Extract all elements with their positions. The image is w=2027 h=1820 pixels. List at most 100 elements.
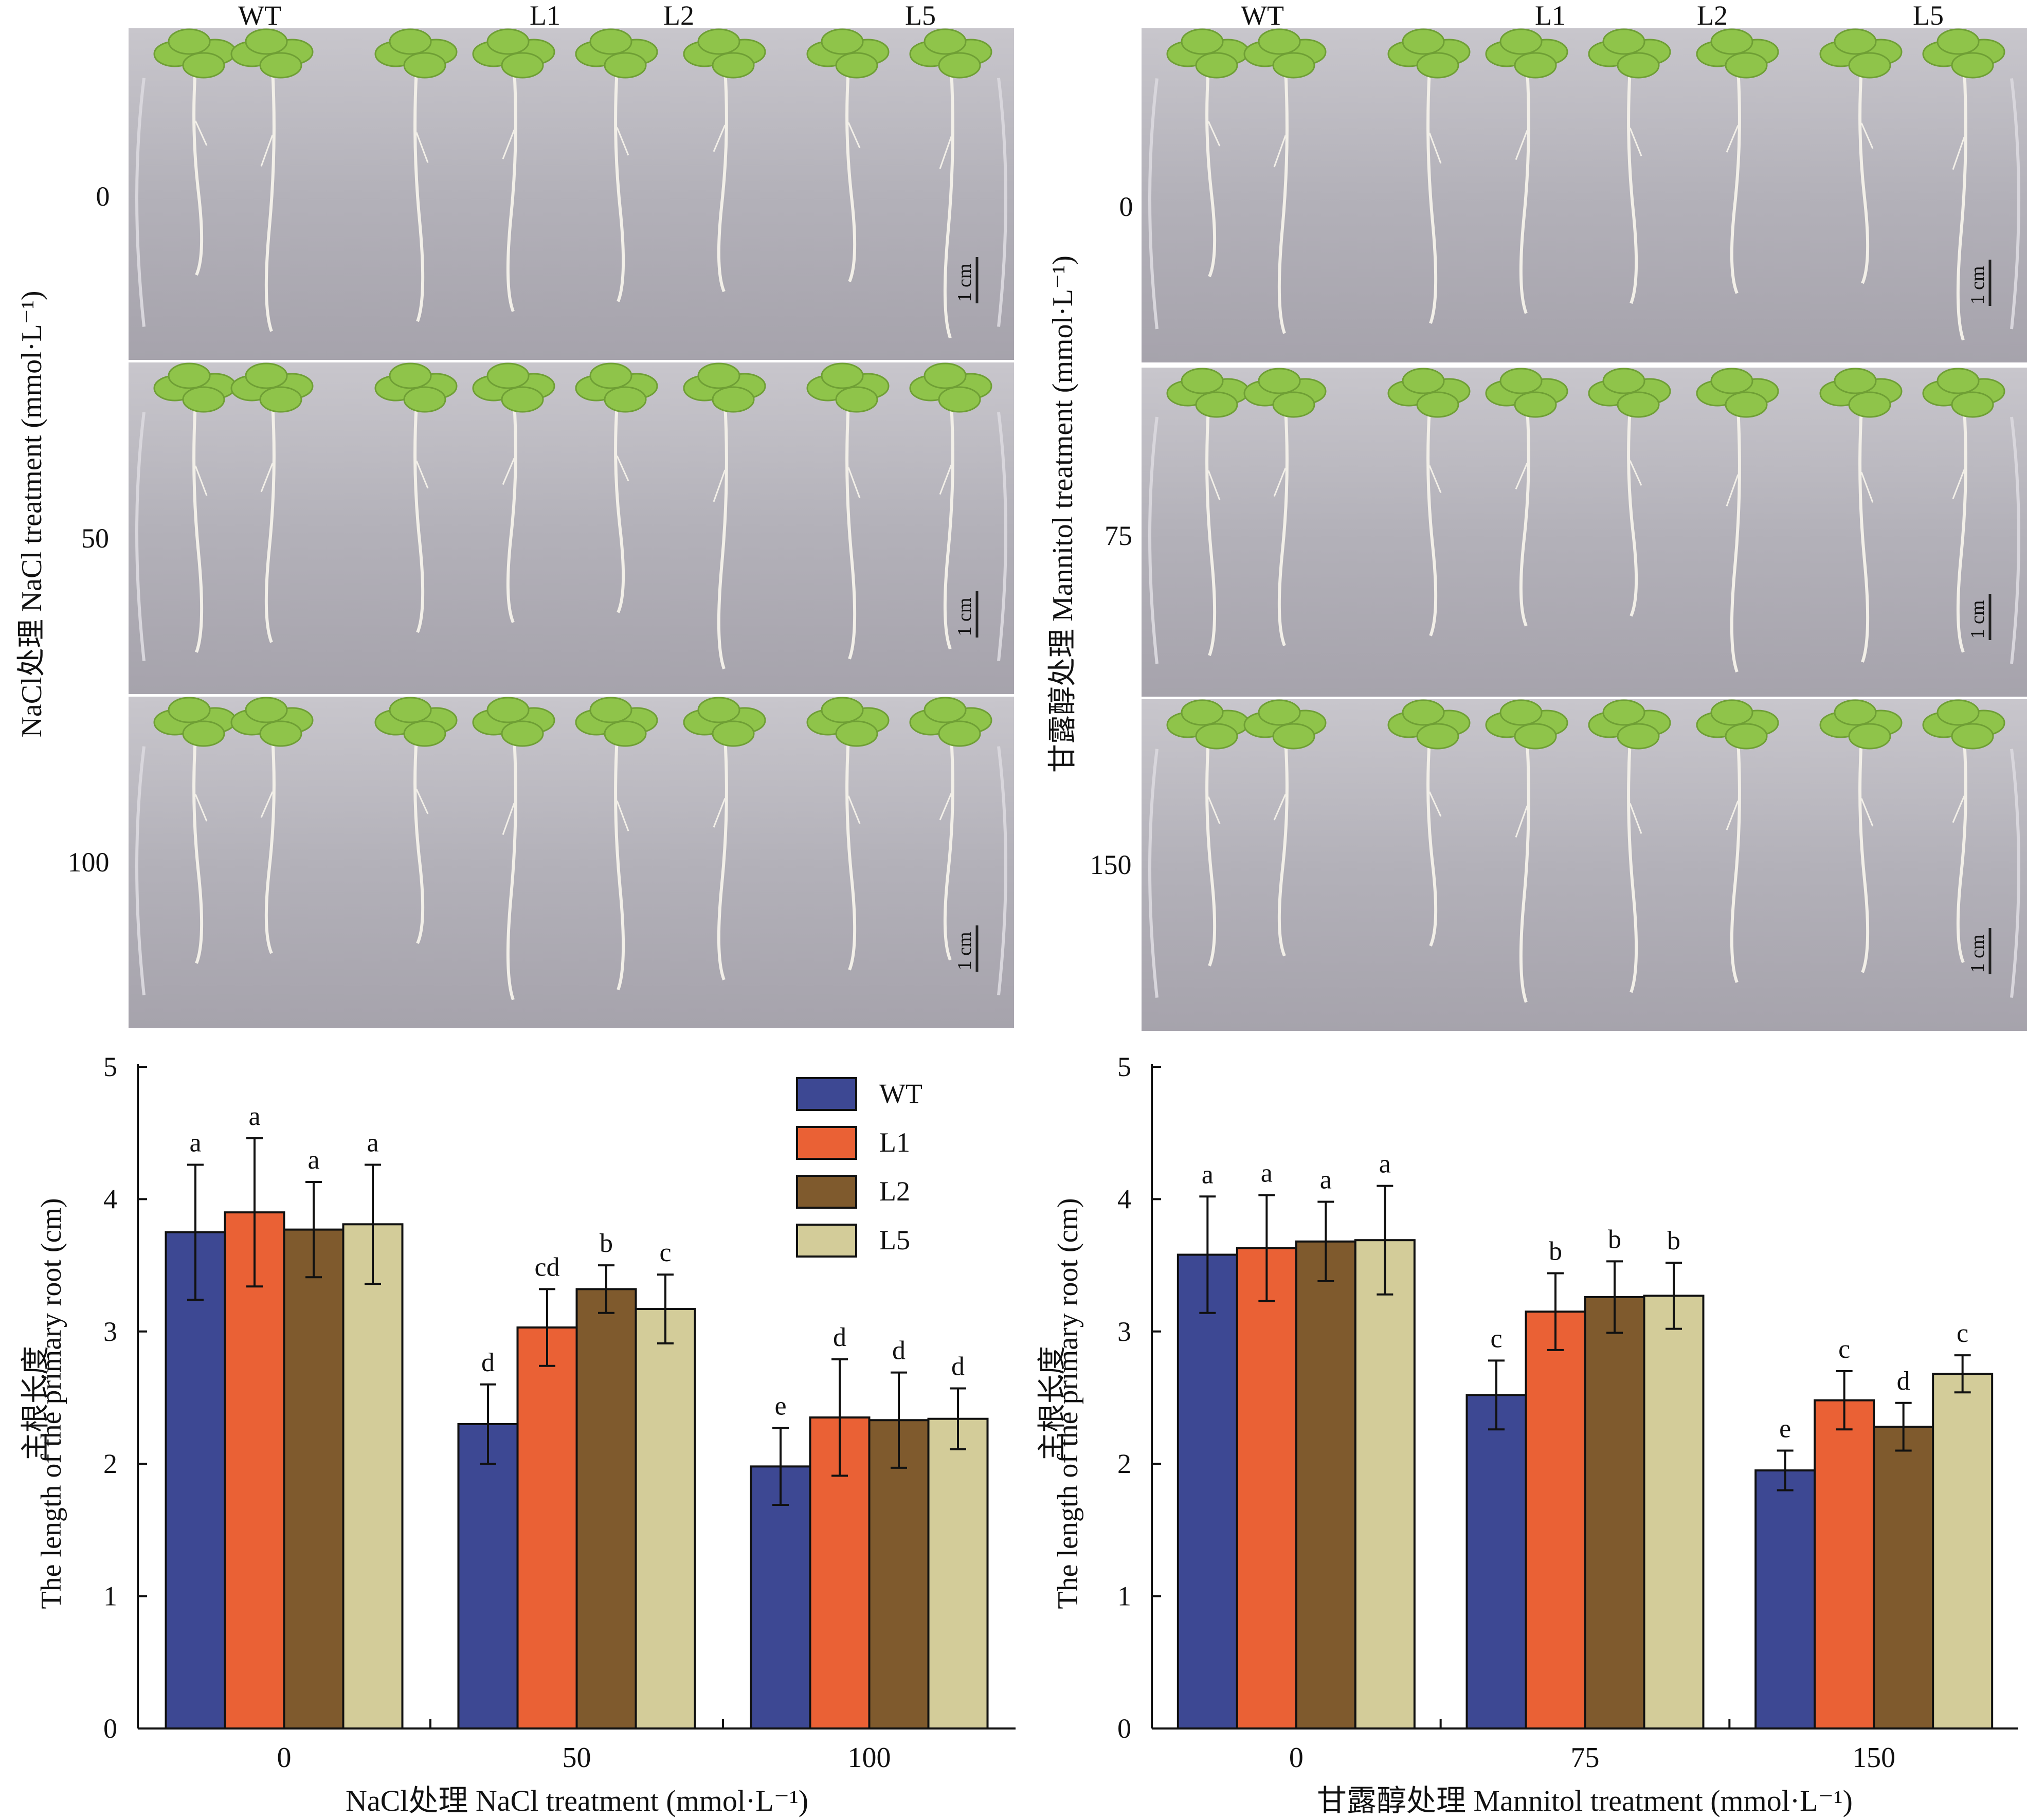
leaf: [1195, 391, 1238, 418]
nacl-y-tick-label: 4: [103, 1184, 117, 1214]
leaf: [1951, 52, 1994, 79]
leaf: [1834, 699, 1877, 726]
nacl-significance-letter: d: [833, 1323, 846, 1352]
leaf: [403, 720, 446, 747]
nacl-bar-l5: [927, 1417, 989, 1730]
seedling-leaves: [909, 697, 992, 747]
nacl-photo-row-2: 1 cm: [129, 697, 1014, 1028]
mannitol-significance-letter: c: [1490, 1324, 1502, 1353]
lateral-root: [1726, 474, 1739, 506]
leaf: [1402, 699, 1445, 726]
nacl-y-tick-label: 1: [103, 1581, 117, 1612]
mannitol-significance-letter: a: [1261, 1159, 1273, 1188]
mannitol-bar-l2: [1584, 1296, 1645, 1730]
lateral-root: [1207, 121, 1221, 147]
seedling-leaves: [806, 362, 890, 413]
leaf: [712, 386, 755, 413]
mannitol-y-tick-label: 2: [1117, 1448, 1131, 1479]
leaf: [1936, 699, 1980, 726]
plate-rim: [135, 78, 146, 327]
lateral-root: [415, 789, 429, 814]
leaf: [1602, 368, 1645, 394]
mannitol-photo-row-2: 1 cm: [1142, 699, 2027, 1031]
leaf: [938, 52, 981, 79]
leaf: [1936, 28, 1980, 55]
primary-root: [1730, 69, 1741, 294]
seedling-leaves: [153, 362, 237, 413]
seedling-leaves: [575, 362, 658, 413]
plate-photo: [129, 28, 1014, 360]
primary-root: [1956, 69, 1967, 341]
mannitol-bar-l1: [1814, 1399, 1875, 1730]
lateral-root: [616, 455, 629, 481]
primary-root: [1426, 408, 1438, 636]
plate-rim: [1148, 749, 1159, 998]
seedling-leaves: [1588, 28, 1671, 79]
nacl-photo-row-0: 1 cm: [129, 28, 1014, 360]
mannitol-genotype-label-wt: WT: [1241, 0, 1284, 31]
seedling-leaves: [374, 362, 458, 413]
plate-photo: [129, 697, 1014, 1028]
nacl-chart-ylabel: The length of the primary root (cm): [35, 1198, 67, 1609]
leaf: [1834, 28, 1877, 55]
leaf: [259, 720, 302, 747]
lateral-root: [1726, 800, 1739, 830]
seedling-leaves: [683, 28, 766, 79]
leaf: [835, 720, 878, 747]
primary-root: [717, 737, 728, 980]
primary-root: [943, 403, 954, 650]
leaf: [924, 697, 967, 723]
mannitol-seedling-photos: 1 cm 1 cm 1 cm: [1142, 28, 2027, 1031]
lateral-root: [1860, 122, 1874, 149]
lateral-root: [415, 460, 429, 489]
nacl-chart-xlabel: NaCl处理 NaCl treatment (mmol·L⁻¹): [346, 1784, 808, 1817]
mannitol-photo-row-0: 1 cm: [1142, 28, 2027, 362]
leaf: [501, 720, 544, 747]
leaf: [712, 52, 755, 79]
mannitol-bar-l2: [1295, 1240, 1356, 1730]
plate-rim: [2010, 749, 2020, 998]
primary-root: [413, 737, 425, 944]
primary-root: [1956, 408, 1967, 653]
primary-root: [943, 69, 954, 339]
mannitol-significance-letter: b: [1667, 1226, 1680, 1255]
mannitol-significance-letter: d: [1897, 1367, 1910, 1396]
lateral-root: [1629, 128, 1642, 156]
legend-label-l5: L5: [879, 1225, 910, 1255]
leaf: [1195, 723, 1238, 750]
leaf: [245, 362, 288, 389]
leaf: [182, 720, 225, 747]
leaf: [259, 386, 302, 413]
leaf: [486, 28, 530, 55]
leaf: [168, 697, 211, 723]
mannitol-x-tick-label: 150: [1852, 1742, 1895, 1774]
mannitol-bar-l2: [1873, 1426, 1934, 1730]
scale-bar-label: 1 cm: [954, 264, 975, 302]
seedling-leaves: [1696, 699, 1779, 750]
mannitol-significance-letter: b: [1549, 1237, 1562, 1266]
lateral-root: [713, 469, 726, 502]
seedling-leaves: [909, 362, 992, 413]
scale-bar-label: 1 cm: [954, 598, 975, 636]
primary-root: [1627, 408, 1638, 617]
mannitol-row-label-0: 0: [1119, 191, 1133, 222]
primary-root: [413, 69, 425, 322]
primary-root: [506, 69, 517, 312]
mannitol-y-tick-label: 3: [1117, 1316, 1131, 1347]
seedling-leaves: [472, 362, 555, 413]
nacl-bar-l2: [283, 1228, 345, 1730]
leaf: [712, 720, 755, 747]
leaf: [938, 386, 981, 413]
primary-root: [845, 403, 857, 660]
scale-bar-label: 1 cm: [1967, 266, 1988, 305]
leaf: [1514, 391, 1557, 418]
seedling-leaves: [683, 362, 766, 413]
seedling-leaves: [1387, 368, 1471, 418]
lateral-root: [1629, 803, 1642, 834]
mannitol-significance-letter: a: [1320, 1166, 1332, 1195]
lateral-root: [1207, 470, 1221, 501]
seedling-leaves: [472, 28, 555, 79]
primary-root: [1205, 408, 1217, 657]
nacl-side-label: NaCl处理 NaCl treatment (mmol·L⁻¹): [16, 290, 48, 737]
primary-root: [1519, 69, 1530, 314]
